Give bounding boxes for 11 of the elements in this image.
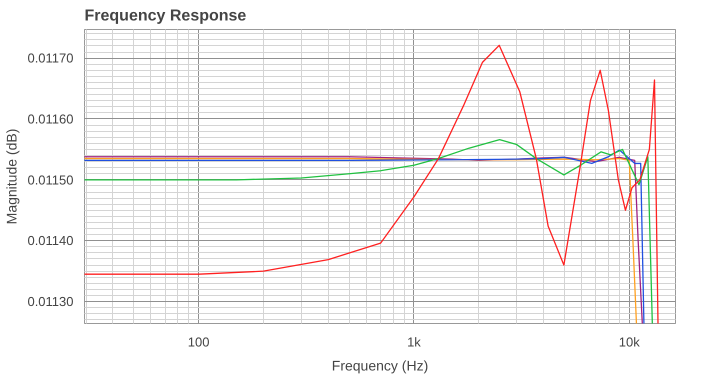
y-tick-label: 0.01150 <box>27 172 74 188</box>
x-tick-label: 100 <box>188 334 210 350</box>
x-tick-label: 1k <box>407 334 422 350</box>
y-tick-label: 0.01170 <box>27 50 74 66</box>
x-tick-label: 10k <box>618 334 640 350</box>
y-axis-title: Magnitude (dB) <box>3 128 20 224</box>
chart-title: Frequency Response <box>84 8 246 24</box>
x-axis-title: Frequency (Hz) <box>332 358 428 374</box>
y-tick-label: 0.01140 <box>27 233 74 248</box>
y-tick-label: 0.01160 <box>27 111 74 126</box>
y-tick-label: 0.01130 <box>27 294 74 310</box>
